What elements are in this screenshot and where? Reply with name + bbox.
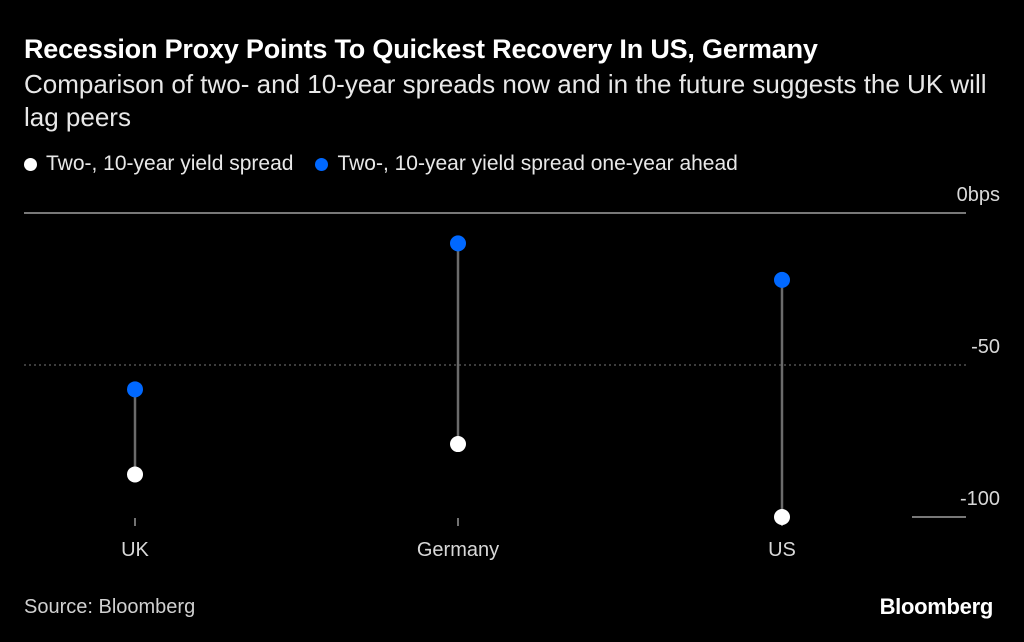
legend-label-ahead-spread: Two-, 10-year yield spread one-year ahea… — [337, 152, 738, 175]
y-tick-label: -100 — [960, 488, 1000, 510]
current-spread-point — [774, 509, 790, 525]
ahead-spread-point — [774, 271, 790, 288]
source-note: Source: Bloomberg — [24, 596, 196, 618]
y-tick-label: 0bps — [957, 184, 1000, 206]
y-tick-label: -50 — [971, 336, 1000, 358]
legend: Two-, 10-year yield spread Two-, 10-year… — [24, 150, 760, 178]
x-tick-label: UK — [121, 539, 149, 561]
current-spread-point — [127, 466, 143, 483]
chart-subtitle: Comparison of two- and 10-year spreads n… — [24, 69, 987, 132]
legend-white-dot-icon — [24, 157, 37, 171]
legend-label-current-spread: Two-, 10-year yield spread — [46, 152, 294, 175]
x-tick-label: Germany — [417, 539, 499, 561]
chart-title: Recession Proxy Points To Quickest Recov… — [24, 34, 818, 64]
ahead-spread-point — [127, 381, 143, 398]
ahead-spread-point — [450, 235, 466, 252]
current-spread-point — [450, 436, 466, 453]
legend-item-ahead-spread: Two-, 10-year yield spread one-year ahea… — [315, 152, 738, 176]
x-tick-label: US — [768, 539, 796, 561]
bloomberg-logo: Bloomberg — [879, 594, 994, 619]
legend-item-current-spread: Two-, 10-year yield spread — [24, 152, 293, 176]
legend-blue-dot-icon — [315, 157, 329, 171]
